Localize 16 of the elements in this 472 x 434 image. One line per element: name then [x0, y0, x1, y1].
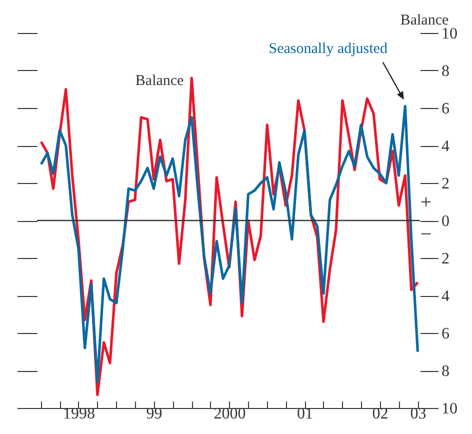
y-tick-label: 2 [442, 250, 450, 268]
y-tick-label: 6 [442, 326, 450, 342]
y-tick-label: 2 [442, 176, 450, 192]
series-label: Balance [135, 72, 184, 89]
y-tick-label: 6 [442, 100, 450, 118]
annotation: − [420, 224, 432, 246]
y-tick-label: 8 [442, 363, 450, 380]
y-tick-label: 10 [442, 400, 458, 418]
text: Seasonally adjusted [268, 41, 388, 57]
y-tick-label: 10 [442, 26, 458, 42]
y-tick-label: 0 [442, 213, 450, 230]
y-axis-title: Balance [400, 12, 449, 28]
y-tick-label: 4 [442, 288, 450, 305]
y-tick-label: 8 [442, 63, 450, 80]
y-tick-label: 4 [442, 138, 450, 155]
annotation: + [420, 192, 432, 214]
